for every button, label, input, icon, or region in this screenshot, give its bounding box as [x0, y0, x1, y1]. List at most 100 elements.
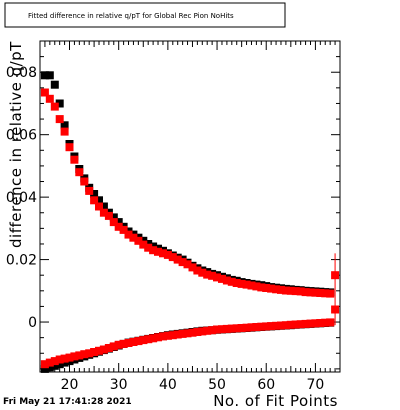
red-marker — [163, 331, 172, 340]
red-marker — [124, 230, 133, 239]
red-marker — [208, 326, 217, 335]
red-marker — [55, 115, 64, 124]
red-marker — [306, 288, 315, 297]
red-marker — [114, 222, 123, 231]
black-marker — [50, 361, 59, 370]
red-marker — [232, 324, 241, 333]
red-marker — [291, 320, 300, 329]
plot-frame — [39, 40, 341, 373]
chart-title: Fitted difference in relative q/pT for G… — [28, 12, 234, 20]
y-tick-label: 0.04 — [6, 190, 37, 206]
red-marker — [222, 324, 231, 333]
red-marker — [272, 321, 281, 330]
red-marker — [306, 319, 315, 328]
red-marker — [203, 270, 212, 279]
red-marker — [262, 322, 271, 331]
red-marker — [173, 330, 182, 339]
black-marker — [60, 121, 69, 130]
red-marker — [193, 266, 202, 275]
black-marker — [45, 71, 54, 80]
black-marker — [55, 99, 64, 108]
red-marker — [163, 250, 172, 259]
y-tick-label: 0.02 — [6, 253, 37, 269]
red-marker — [40, 360, 49, 369]
red-marker — [129, 233, 138, 242]
y-tick-label: 0 — [28, 315, 37, 331]
red-marker — [154, 333, 162, 342]
red-marker — [168, 253, 177, 262]
x-axis-label: No. of Fit Points — [213, 392, 338, 410]
red-marker — [326, 289, 335, 298]
red-marker — [252, 282, 261, 291]
red-marker — [247, 281, 256, 290]
red-marker — [144, 243, 153, 252]
red-marker — [247, 323, 256, 332]
red-marker — [159, 249, 167, 258]
red-marker — [124, 339, 133, 347]
red-marker — [222, 276, 231, 285]
red-marker — [95, 202, 103, 211]
red-marker — [65, 143, 74, 152]
red-marker — [139, 336, 148, 345]
red-marker — [242, 280, 251, 289]
red-marker — [213, 325, 221, 334]
red-marker — [80, 177, 89, 186]
red-marker — [316, 319, 325, 327]
red-marker — [296, 320, 305, 329]
red-marker — [208, 271, 217, 280]
red-marker — [50, 357, 59, 366]
red-marker — [281, 321, 290, 330]
red-marker — [139, 240, 148, 249]
red-marker — [286, 320, 295, 329]
red-marker — [80, 350, 89, 359]
red-marker — [154, 247, 162, 256]
red-marker — [188, 263, 197, 272]
red-marker — [85, 349, 94, 358]
red-marker — [95, 346, 103, 355]
tick-labels-layer: 20 30 40 50 60 70 0 0.02 0.04 0.06 0.08 — [6, 65, 324, 393]
red-marker — [227, 324, 236, 333]
red-marker — [75, 168, 84, 177]
black-marker — [114, 218, 123, 227]
red-marker — [45, 358, 54, 367]
red-marker — [60, 354, 69, 363]
black-marker — [50, 80, 59, 89]
red-marker — [75, 351, 84, 360]
y-tick-label: 0.08 — [6, 65, 37, 81]
data-points-layer — [40, 71, 340, 373]
red-marker — [286, 286, 295, 295]
x-tick-label: 50 — [208, 377, 226, 393]
red-marker — [232, 279, 241, 287]
black-marker — [40, 364, 49, 373]
red-marker — [277, 285, 285, 294]
red-marker — [237, 324, 246, 332]
red-marker — [109, 218, 118, 227]
red-marker — [40, 88, 49, 97]
x-tick-label: 60 — [257, 377, 275, 393]
x-tick-label: 20 — [61, 377, 79, 393]
black-marker — [99, 202, 108, 211]
red-marker — [99, 345, 108, 354]
red-marker — [326, 318, 335, 327]
red-marker — [149, 334, 158, 343]
black-marker — [45, 363, 54, 372]
red-marker — [321, 289, 330, 298]
black-marker — [90, 190, 99, 198]
red-marker — [188, 328, 197, 337]
red-marker — [267, 322, 276, 331]
red-marker — [213, 273, 221, 282]
red-marker — [237, 279, 246, 288]
red-marker — [60, 127, 69, 136]
red-marker — [277, 321, 285, 330]
red-marker — [257, 283, 266, 292]
red-marker — [149, 246, 158, 255]
red-marker — [70, 352, 79, 361]
red-marker — [291, 287, 300, 296]
red-marker — [296, 287, 305, 296]
red-marker — [114, 340, 123, 349]
red-marker — [198, 268, 207, 277]
red-marker — [252, 323, 261, 331]
red-marker — [301, 288, 310, 297]
red-marker — [183, 260, 192, 269]
red-marker — [90, 196, 99, 205]
